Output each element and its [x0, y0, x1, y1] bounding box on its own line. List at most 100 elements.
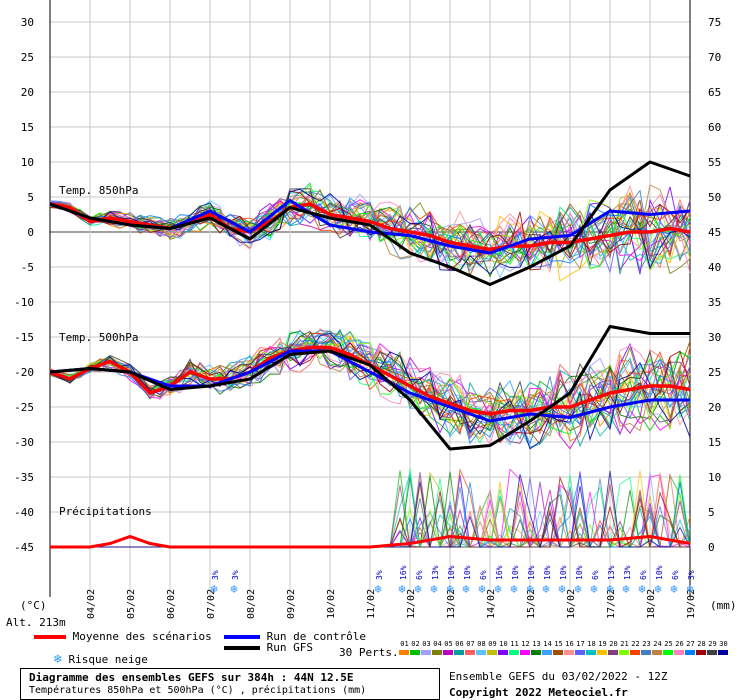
- pert-swatch: [465, 650, 475, 655]
- snow-risk-value: 10%: [575, 565, 584, 580]
- snowflake-icon: ❄: [414, 582, 421, 596]
- snow-risk-value: 6%: [415, 570, 424, 580]
- snow-risk-value: 3%: [687, 570, 696, 580]
- snowflake-icon: ❄: [526, 582, 533, 596]
- pert-legend-item: 19: [597, 640, 608, 655]
- snowflake-icon: ❄: [210, 582, 217, 596]
- pert-swatch: [443, 650, 453, 655]
- pert-number: 24: [653, 640, 662, 648]
- pert-number: 07: [466, 640, 475, 648]
- pert-number: 05: [444, 640, 453, 648]
- snow-risk-value: 16%: [495, 565, 504, 580]
- pert-swatch: [454, 650, 464, 655]
- left-tick-label: -35: [14, 471, 34, 484]
- pert-number: 26: [675, 640, 684, 648]
- pert-swatch: [630, 650, 640, 655]
- axes: [49, 0, 691, 597]
- x-tick-label: 07/02: [206, 589, 217, 619]
- snowflake-icon: ❄: [374, 582, 381, 596]
- pert-number: 27: [686, 640, 695, 648]
- right-tick-label: 10: [708, 471, 721, 484]
- pert-swatch: [575, 650, 585, 655]
- member-line: [49, 337, 691, 447]
- snowflake-icon: ❄: [670, 582, 677, 596]
- snow-risk-value: 10%: [543, 565, 552, 580]
- snowflake-icon: ❄: [446, 582, 453, 596]
- pert-number: 22: [631, 640, 640, 648]
- x-tick-label: 16/02: [566, 589, 577, 619]
- member-line: [49, 191, 691, 265]
- label-precip: Précipitations: [59, 505, 152, 518]
- pert-swatch: [696, 650, 706, 655]
- pert-number: 13: [532, 640, 541, 648]
- pert-number: 17: [576, 640, 585, 648]
- x-tick-label: 14/02: [486, 589, 497, 619]
- pert-swatch: [531, 650, 541, 655]
- right-tick-label: 20: [708, 401, 721, 414]
- x-tick-label: 15/02: [526, 589, 537, 619]
- right-tick-label: 40: [708, 261, 721, 274]
- snow-risk-value: 6%: [639, 570, 648, 580]
- pert-swatch: [553, 650, 563, 655]
- pert-swatch: [707, 650, 717, 655]
- pert-legend-item: 01: [399, 640, 410, 655]
- right-tick-label: 0: [708, 541, 715, 554]
- pert-legend-item: 12: [520, 640, 531, 655]
- left-tick-label: 15: [21, 121, 34, 134]
- member-line: [49, 332, 691, 450]
- pert-swatch: [509, 650, 519, 655]
- legend-mean-swatch: [34, 635, 66, 639]
- left-tick-label: 0: [27, 226, 34, 239]
- pert-legend-item: 15: [553, 640, 564, 655]
- left-unit: (°C): [20, 599, 47, 612]
- snow-risk-value: 10%: [447, 565, 456, 580]
- pert-number: 20: [609, 640, 618, 648]
- pert-number: 12: [521, 640, 530, 648]
- pert-number: 10: [499, 640, 508, 648]
- snowflake-icon: ❄: [478, 582, 485, 596]
- pert-legend-item: 21: [619, 640, 630, 655]
- pert-number: 25: [664, 640, 673, 648]
- pert-legend-item: 16: [564, 640, 575, 655]
- x-tick-label: 17/02: [606, 589, 617, 619]
- legend-mean: Moyenne des scénarios: [34, 630, 212, 643]
- snowflake-icon: ❄: [654, 582, 661, 596]
- snowflake-icon: ❄: [686, 582, 693, 596]
- left-tick-label: -45: [14, 541, 34, 554]
- right-tick-label: 5: [708, 506, 715, 519]
- pert-number: 29: [708, 640, 717, 648]
- x-tick-label: 13/02: [446, 589, 457, 619]
- perturbation-legend: 01 02 03 04 05 06 07 08 09 10 11 12 13 14 15 16 17 18 19 20…: [399, 640, 729, 660]
- pert-number: 15: [554, 640, 563, 648]
- pert-number: 04: [433, 640, 442, 648]
- copyright: Copyright 2022 Meteociel.fr: [449, 686, 628, 699]
- snowflake-icon: ❄: [510, 582, 517, 596]
- pert-swatch: [432, 650, 442, 655]
- snow-risk-value: 16%: [399, 565, 408, 580]
- snow-risk-markers: ❄ 3% ❄ 3% ❄ 3% ❄ 16% ❄ 6% ❄ 13% ❄ 10% ❄ 10% ❄ 6% ❄ 16% ❄ 10% ❄…: [210, 565, 696, 596]
- right-unit: (mm): [710, 599, 737, 612]
- snow-risk-value: 3%: [211, 570, 220, 580]
- left-tick-label: -30: [14, 436, 34, 449]
- pert-number: 02: [411, 640, 420, 648]
- right-tick-label: 75: [708, 16, 721, 29]
- pert-number: 18: [587, 640, 596, 648]
- legend-mean-label: Moyenne des scénarios: [72, 630, 212, 643]
- left-tick-label: -40: [14, 506, 34, 519]
- pert-legend-item: 07: [465, 640, 476, 655]
- pert-number: 06: [455, 640, 464, 648]
- x-tick-label: 05/02: [126, 589, 137, 619]
- pert-legend-item: 11: [509, 640, 520, 655]
- snow-risk-value: 3%: [231, 570, 240, 580]
- snowflake-icon: ❄: [54, 652, 62, 667]
- pert-legend-item: 14: [542, 640, 553, 655]
- pert-swatch: [619, 650, 629, 655]
- pert-number: 14: [543, 640, 552, 648]
- pert-swatch: [674, 650, 684, 655]
- right-tick-label: 15: [708, 436, 721, 449]
- snow-risk-value: 3%: [375, 570, 384, 580]
- legend-snow-label: Risque neige: [68, 653, 148, 666]
- left-tick-label: -25: [14, 401, 34, 414]
- pert-legend-item: 23: [641, 640, 652, 655]
- pert-number: 08: [477, 640, 486, 648]
